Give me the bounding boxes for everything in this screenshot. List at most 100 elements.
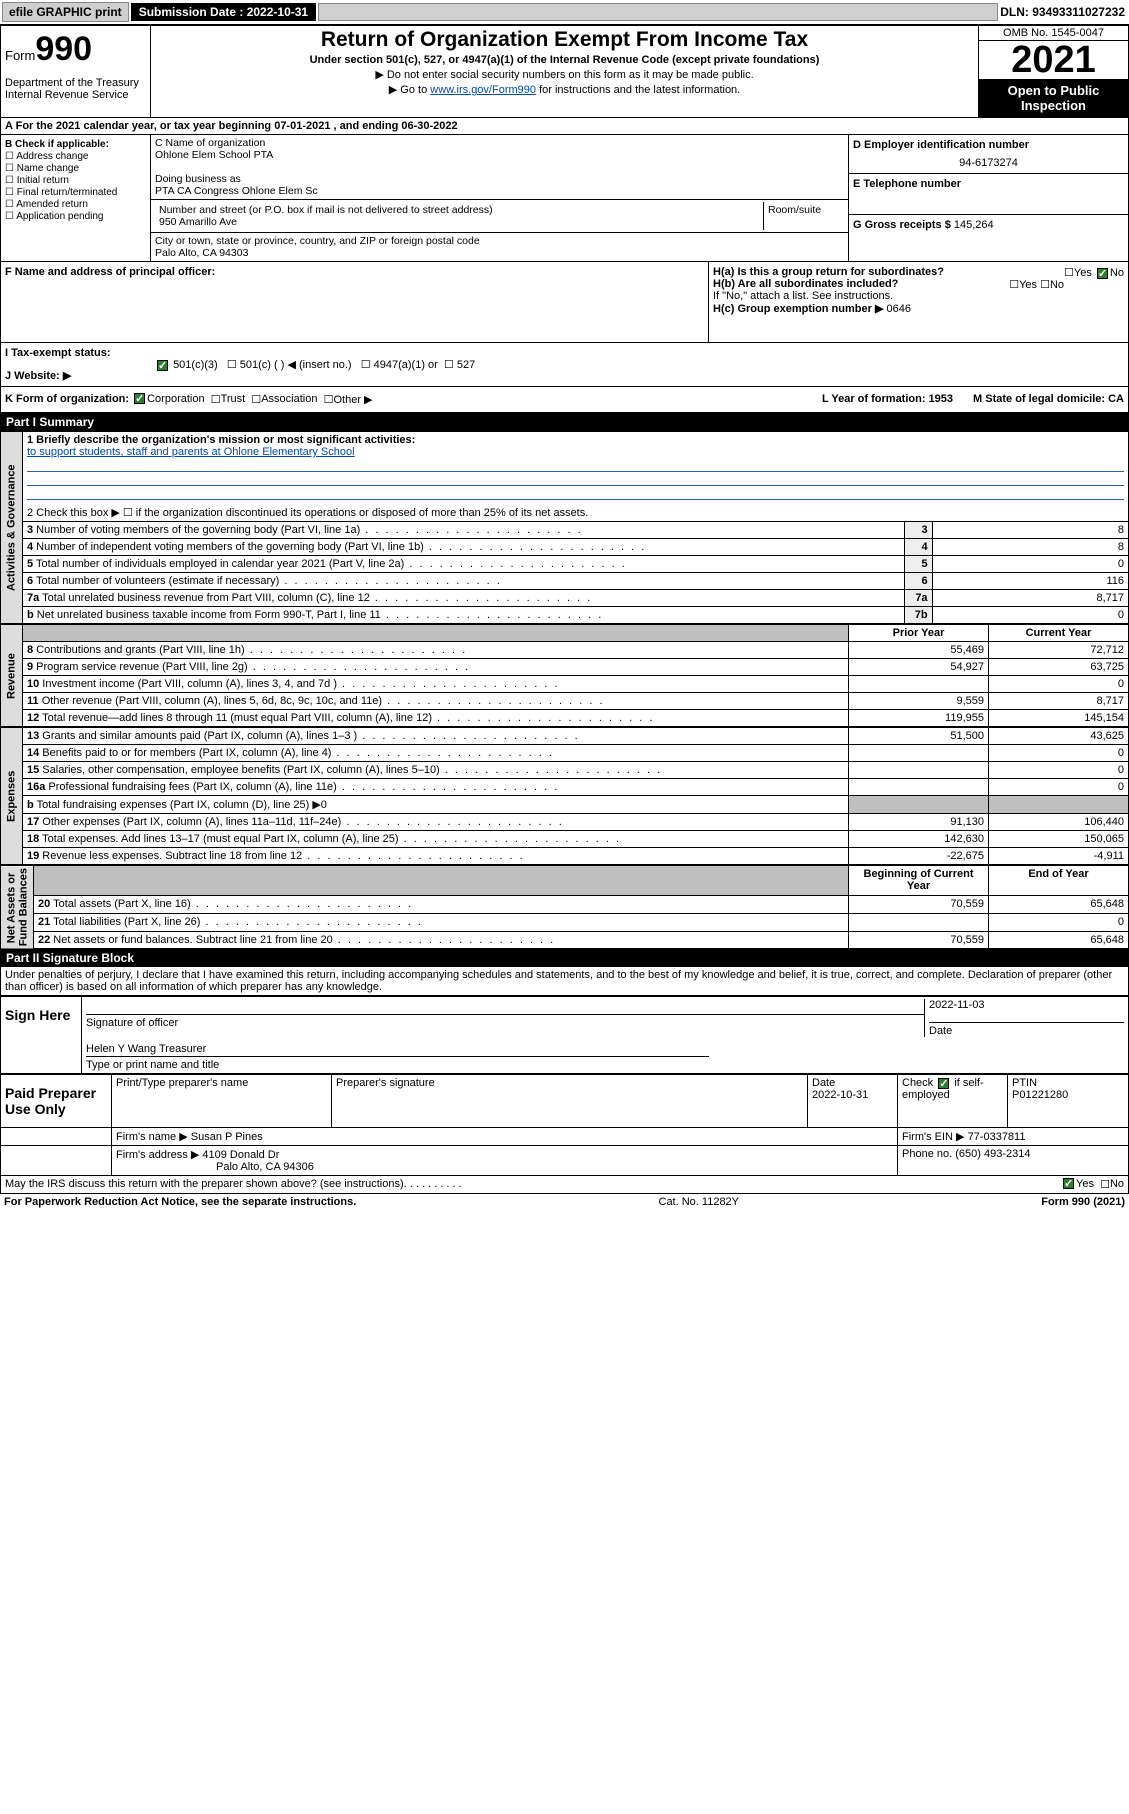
chk-amended-lbl: Amended return <box>16 199 88 210</box>
ptin: P01221280 <box>1012 1089 1068 1101</box>
lbl-assoc: Association <box>261 393 317 406</box>
chk-amended[interactable]: ☐ Amended return <box>5 199 146 210</box>
period-text: For the 2021 calendar year, or tax year … <box>16 120 458 132</box>
prep-sig-lbl: Preparer's signature <box>332 1075 808 1127</box>
chk-initial[interactable]: ☐ Initial return <box>5 175 146 186</box>
tel-lbl: E Telephone number <box>853 178 1124 190</box>
form-note2: ▶ Go to www.irs.gov/Form990 for instruct… <box>157 83 972 96</box>
chk-final[interactable]: ☐ Final return/terminated <box>5 187 146 198</box>
may-irs: May the IRS discuss this return with the… <box>5 1178 404 1191</box>
i-lbl: I Tax-exempt status: <box>5 347 155 359</box>
room-lbl: Room/suite <box>764 202 844 230</box>
irs-link[interactable]: www.irs.gov/Form990 <box>430 84 536 96</box>
chk-pending-lbl: Application pending <box>16 211 103 222</box>
lbl-4947: 4947(a)(1) or <box>374 359 438 371</box>
paid-prep-lbl: Paid Preparer Use Only <box>1 1075 111 1127</box>
chk-initial-lbl: Initial return <box>17 175 69 186</box>
chk-501c3[interactable] <box>157 360 168 371</box>
header-center: Return of Organization Exempt From Incom… <box>151 26 978 117</box>
k-lbl: K Form of organization: <box>5 393 129 406</box>
sign-here-lbl: Sign Here <box>1 997 81 1073</box>
form-prefix: Form <box>5 48 35 63</box>
chk-pending[interactable]: ☐ Application pending <box>5 211 146 222</box>
may-irs-row: May the IRS discuss this return with the… <box>0 1176 1129 1194</box>
q1-val[interactable]: to support students, staff and parents a… <box>27 446 355 458</box>
form-note1: ▶ Do not enter social security numbers o… <box>157 68 972 81</box>
city-lbl: City or town, state or province, country… <box>155 235 844 247</box>
phone: (650) 493-2314 <box>955 1148 1030 1160</box>
date-lbl: Date <box>929 1025 952 1037</box>
paid-preparer-block: Paid Preparer Use Only Print/Type prepar… <box>0 1074 1129 1176</box>
cat-no: Cat. No. 11282Y <box>659 1196 740 1208</box>
chk-corp[interactable] <box>134 393 145 404</box>
sig-officer-lbl: Signature of officer <box>86 1017 178 1029</box>
period-row: A For the 2021 calendar year, or tax yea… <box>0 118 1129 135</box>
dba-lbl: Doing business as <box>155 173 844 185</box>
firm-name-lbl: Firm's name ▶ <box>116 1131 188 1143</box>
ha-lbl: H(a) Is this a group return for subordin… <box>713 266 944 278</box>
part2-header: Part II Signature Block <box>0 949 1129 967</box>
ein-val: 94-6173274 <box>853 151 1124 169</box>
lbl-trust: Trust <box>221 393 246 406</box>
lbl-other: Other ▶ <box>333 393 372 406</box>
sig-date: 2022-11-03 <box>929 999 984 1011</box>
q1-lbl: 1 Briefly describe the organization's mi… <box>27 434 415 446</box>
revenue-table: RevenuePrior YearCurrent Year8 Contribut… <box>0 624 1129 727</box>
lbl-527: 527 <box>457 359 475 371</box>
hb-note: If "No," attach a list. See instructions… <box>713 290 1124 302</box>
j-lbl: J Website: ▶ <box>5 369 155 382</box>
lbl-501c3: 501(c)(3) <box>173 359 218 371</box>
chk-irs-yes[interactable] <box>1063 1178 1074 1189</box>
addr-row: Number and street (or P.O. box if mail i… <box>151 200 848 233</box>
phone-lbl: Phone no. <box>902 1148 952 1160</box>
netassets-table: Net Assets or Fund BalancesBeginning of … <box>0 865 1129 949</box>
part1-table: Activities & Governance 1 Briefly descri… <box>0 431 1129 624</box>
header-right: OMB No. 1545-0047 2021 Open to Public In… <box>978 26 1128 117</box>
officer-name: Helen Y Wang Treasurer <box>86 1043 206 1055</box>
col-de: D Employer identification number 94-6173… <box>848 135 1128 261</box>
vlab-gov: Activities & Governance <box>1 432 23 624</box>
form-number: Form990 <box>5 30 146 69</box>
addr-val: 950 Amarillo Ave <box>159 216 759 228</box>
firm-city: Palo Alto, CA 94306 <box>216 1161 314 1173</box>
gross-row: G Gross receipts $ 145,264 <box>849 215 1128 235</box>
hc-lbl: H(c) Group exemption number ▶ <box>713 303 883 315</box>
firm-name: Susan P Pines <box>191 1131 263 1143</box>
city-val: Palo Alto, CA 94303 <box>155 247 844 259</box>
city-row: City or town, state or province, country… <box>151 233 848 261</box>
form-subtitle: Under section 501(c), 527, or 4947(a)(1)… <box>157 54 972 66</box>
row-ij: I Tax-exempt status: J Website: ▶ 501(c)… <box>0 343 1129 387</box>
dept-treasury: Department of the Treasury Internal Reve… <box>5 77 146 101</box>
chk-address-lbl: Address change <box>16 151 88 162</box>
q2: 2 Check this box ▶ ☐ if the organization… <box>23 504 1129 522</box>
irs-yes: Yes <box>1076 1178 1094 1191</box>
efile-button[interactable]: efile GRAPHIC print <box>2 2 129 22</box>
lbl-501c: 501(c) ( ) ◀ (insert no.) <box>240 359 352 371</box>
dba-val: PTA CA Congress Ohlone Elem Sc <box>155 185 844 197</box>
h-group: H(a) Is this a group return for subordin… <box>708 262 1128 342</box>
check-if: Check <box>902 1077 933 1089</box>
chk-name-lbl: Name change <box>17 163 79 174</box>
note2-prefix: ▶ Go to <box>389 84 430 96</box>
chk-self-emp[interactable] <box>938 1078 949 1089</box>
form-header: Form990 Department of the Treasury Inter… <box>0 25 1129 118</box>
form-footer: Form 990 (2021) <box>1041 1196 1125 1208</box>
part1-header: Part I Summary <box>0 413 1129 431</box>
chk-name[interactable]: ☐ Name change <box>5 163 146 174</box>
form-title: Return of Organization Exempt From Incom… <box>157 28 972 52</box>
prep-date: 2022-10-31 <box>812 1089 868 1101</box>
chk-address[interactable]: ☐ Address change <box>5 151 146 162</box>
org-name-row: C Name of organization Ohlone Elem Schoo… <box>151 135 848 200</box>
declaration: Under penalties of perjury, I declare th… <box>0 967 1129 996</box>
row-k: K Form of organization: Corporation ☐ Tr… <box>0 387 1129 413</box>
l-year: L Year of formation: 1953 <box>822 393 953 406</box>
dln-label: DLN: 93493311027232 <box>1000 5 1125 19</box>
hb-yes: Yes <box>1019 279 1037 291</box>
hb-lbl: H(b) Are all subordinates included? <box>713 278 898 290</box>
hb-no: No <box>1050 279 1064 291</box>
ein-row: D Employer identification number 94-6173… <box>849 135 1128 174</box>
ha-no-check[interactable] <box>1097 268 1108 279</box>
irs-no: No <box>1110 1178 1124 1191</box>
chk-final-lbl: Final return/terminated <box>17 187 118 198</box>
gross-lbl: G Gross receipts $ <box>853 219 951 231</box>
